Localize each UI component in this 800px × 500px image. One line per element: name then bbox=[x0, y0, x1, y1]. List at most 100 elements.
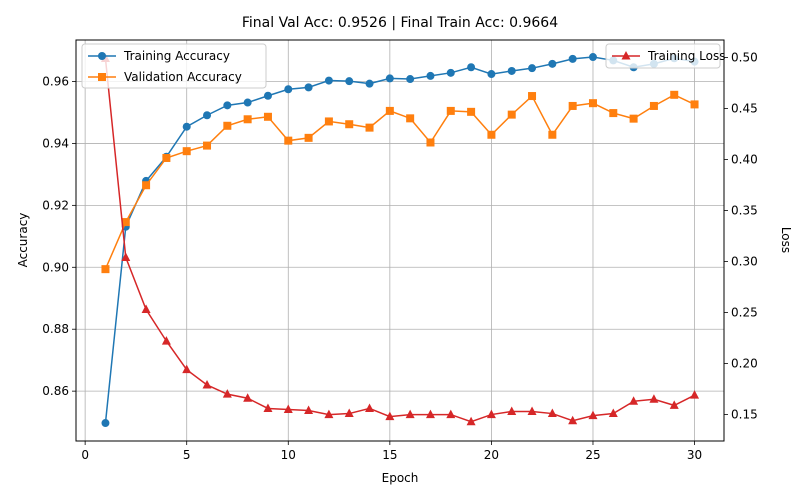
data-point bbox=[141, 304, 151, 313]
data-point bbox=[263, 403, 273, 412]
data-point bbox=[101, 265, 110, 274]
data-point bbox=[365, 403, 375, 412]
data-point bbox=[548, 130, 557, 139]
data-point bbox=[203, 141, 212, 150]
data-point bbox=[629, 396, 639, 405]
legend-box bbox=[605, 43, 721, 69]
data-point bbox=[548, 59, 557, 68]
data-point bbox=[385, 106, 394, 115]
data-point bbox=[608, 408, 618, 418]
data-point bbox=[425, 409, 435, 419]
data-point bbox=[426, 71, 435, 80]
plot-area bbox=[100, 53, 700, 428]
data-point bbox=[243, 98, 252, 107]
data-point bbox=[446, 106, 455, 115]
y-left-tick-label: 0.88 bbox=[42, 322, 69, 336]
data-point bbox=[365, 79, 374, 88]
data-point bbox=[406, 114, 415, 123]
data-point bbox=[467, 63, 476, 72]
data-point bbox=[588, 410, 598, 420]
data-point bbox=[284, 85, 293, 94]
data-point bbox=[649, 394, 659, 403]
data-point bbox=[222, 389, 232, 398]
y-right-tick-label: 0.50 bbox=[731, 50, 758, 64]
legend-marker bbox=[621, 51, 631, 60]
data-point bbox=[466, 416, 476, 426]
data-point bbox=[304, 133, 313, 142]
data-point bbox=[223, 121, 232, 130]
data-point bbox=[324, 409, 334, 419]
y-right-tick-label: 0.30 bbox=[731, 255, 758, 269]
data-point bbox=[345, 120, 354, 129]
data-point bbox=[690, 390, 700, 399]
data-point bbox=[609, 109, 618, 118]
data-point bbox=[670, 90, 679, 99]
data-point bbox=[649, 101, 658, 110]
legend-marker bbox=[98, 52, 106, 60]
series-training-loss bbox=[100, 53, 700, 426]
plot-frame bbox=[75, 39, 725, 442]
y-right-tick-label: 0.25 bbox=[731, 306, 758, 320]
y-right-tick-label: 0.40 bbox=[731, 152, 758, 166]
data-point bbox=[101, 419, 110, 428]
legend-box bbox=[81, 43, 267, 89]
data-point bbox=[344, 408, 354, 418]
data-point bbox=[324, 76, 333, 85]
data-point bbox=[365, 123, 374, 132]
data-point bbox=[486, 409, 496, 419]
data-point bbox=[182, 147, 191, 156]
data-point bbox=[507, 406, 517, 416]
legend-label: Validation Accuracy bbox=[124, 70, 242, 84]
x-tick-label: 0 bbox=[81, 448, 89, 462]
legend-marker bbox=[98, 73, 106, 81]
data-point bbox=[385, 411, 395, 421]
data-point bbox=[121, 252, 131, 261]
data-point bbox=[446, 68, 455, 77]
y-right-tick-label: 0.35 bbox=[731, 204, 758, 218]
chart-title: Final Val Acc: 0.9526 | Final Train Acc:… bbox=[242, 15, 558, 31]
legend-label: Training Accuracy bbox=[123, 49, 230, 63]
series-validation-accuracy bbox=[101, 90, 699, 274]
data-point bbox=[507, 110, 516, 119]
data-point bbox=[690, 100, 699, 109]
y-left-tick-label: 0.96 bbox=[42, 74, 69, 88]
x-tick-label: 30 bbox=[687, 448, 702, 462]
data-point bbox=[263, 91, 272, 100]
data-point bbox=[588, 99, 597, 108]
data-point bbox=[243, 115, 252, 124]
y-left-tick-label: 0.90 bbox=[42, 260, 69, 274]
data-point bbox=[528, 64, 537, 73]
x-tick-label: 5 bbox=[183, 448, 191, 462]
data-point bbox=[202, 379, 212, 389]
x-tick-label: 15 bbox=[382, 448, 397, 462]
data-point bbox=[527, 406, 537, 416]
grid bbox=[76, 40, 724, 441]
data-point bbox=[142, 181, 151, 190]
data-point bbox=[304, 83, 313, 92]
data-point bbox=[243, 393, 253, 402]
x-tick-label: 20 bbox=[484, 448, 499, 462]
data-point bbox=[487, 70, 496, 79]
data-point bbox=[161, 336, 171, 345]
data-point bbox=[568, 101, 577, 110]
data-point bbox=[345, 77, 354, 86]
data-point bbox=[446, 409, 456, 419]
legend-label: Training Loss bbox=[647, 49, 725, 63]
legend-accuracy: Training Accuracy Validation Accuracy bbox=[81, 43, 267, 89]
data-point bbox=[629, 114, 638, 123]
data-point bbox=[426, 138, 435, 147]
data-point bbox=[203, 111, 212, 120]
data-point bbox=[385, 74, 394, 83]
data-point bbox=[121, 218, 130, 227]
data-point bbox=[304, 405, 314, 414]
data-point bbox=[284, 136, 293, 145]
y-left-tick-label: 0.94 bbox=[42, 136, 69, 150]
data-point bbox=[182, 364, 192, 374]
data-point bbox=[588, 53, 597, 62]
data-point bbox=[223, 101, 232, 110]
x-tick-label: 25 bbox=[585, 448, 600, 462]
y-right-tick-label: 0.20 bbox=[731, 357, 758, 371]
data-point bbox=[324, 117, 333, 126]
y-axis-left-label: Accuracy bbox=[16, 213, 30, 268]
